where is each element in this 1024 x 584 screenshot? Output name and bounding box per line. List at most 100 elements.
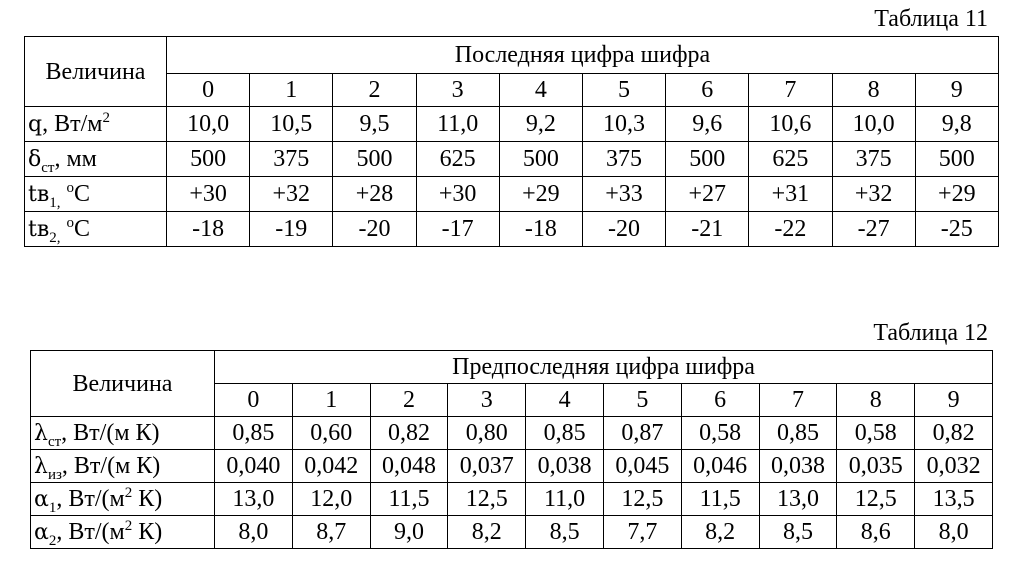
row-unit: , Вт/(м К): [61, 419, 160, 446]
table-11-digit-header: 2: [332, 73, 417, 107]
table-11-cell: +29: [498, 176, 583, 212]
table-11-cell: 375: [831, 141, 916, 177]
row-superscript: 2: [124, 517, 133, 534]
row-symbol: λ: [34, 420, 48, 446]
row-subscript: 2,: [49, 229, 61, 246]
table-11-digit-header: 4: [498, 73, 583, 107]
table-11-cell: +28: [332, 176, 417, 212]
table-12-cell: 0,042: [291, 449, 371, 483]
table-11-row: tв2, oC -18 -19 -20 -17 -18 -20 -21 -22 -27 -25: [24, 211, 999, 247]
table-12-row: α1, Вт/(м2 К) 13,0 12,0 11,5 12,5 11,0 12,5 11,…: [30, 482, 994, 516]
table-12-cell: 9,0: [369, 515, 449, 549]
table-12-cell: 13,5: [914, 482, 994, 516]
table-11-cell: +32: [249, 176, 334, 212]
table-11-cell: -25: [914, 211, 999, 247]
table-12-cell: 0,035: [836, 449, 916, 483]
table-11-cell: -20: [332, 211, 417, 247]
table-11-cell: 375: [581, 141, 667, 177]
row-symbol: α: [34, 519, 49, 545]
table-12-cell: 0,037: [447, 449, 527, 483]
table-11-row: q, Вт/м2 10,0 10,5 9,5 11,0 9,2 10,3 9,6 10,6 10,…: [24, 106, 999, 142]
table-11-row-label: tв1, oC: [24, 176, 167, 212]
table-12-cell: 12,5: [447, 482, 527, 516]
table-11-header: Последняя цифра шифра: [166, 36, 999, 74]
table-11-cell: 9,6: [665, 106, 750, 142]
table-12-cell: 0,60: [291, 416, 371, 450]
table-11-cell: 375: [249, 141, 334, 177]
table-12-row: λиз, Вт/(м К) 0,040 0,042 0,048 0,037 0,038 0,…: [30, 449, 994, 483]
row-unit: , Вт/(м: [56, 518, 125, 545]
table-11-row-label: q, Вт/м2: [24, 106, 167, 142]
table-11-cell: 500: [165, 141, 251, 177]
table-11-caption: Таблица 11: [874, 6, 988, 32]
table-12-digit-header: 7: [758, 383, 838, 417]
row-subscript: из: [47, 466, 62, 483]
table-11-cell: +29: [914, 176, 999, 212]
table-12-digit-header: 3: [447, 383, 527, 417]
table-12-header-row: Величина Предпоследняя цифра шифра: [30, 350, 994, 417]
table-11-digit-header: 0: [165, 73, 251, 107]
table-12-row: λст, Вт/(м К) 0,85 0,60 0,82 0,80 0,85 0,87 0,5…: [30, 416, 994, 450]
row-subscript: 1: [48, 499, 57, 516]
row-superscript: o: [66, 214, 74, 231]
table-12-row-label: α2, Вт/(м2 К): [30, 515, 215, 549]
row-unit-suffix: C: [73, 180, 90, 207]
table-12-digit-header: 9: [914, 383, 994, 417]
table-12-cell: 7,7: [602, 515, 682, 549]
table-11-cell: 11,0: [415, 106, 500, 142]
row-unit: , Вт/(м К): [61, 452, 161, 479]
table-12-cell: 8,2: [447, 515, 527, 549]
table-12-cell: 0,82: [369, 416, 449, 450]
table-11-cell: 625: [415, 141, 500, 177]
table-11-cell: 500: [332, 141, 417, 177]
table-12-digit-header: 4: [525, 383, 604, 417]
row-unit-suffix: C: [73, 215, 90, 242]
table-11-cell: -27: [831, 211, 916, 247]
table-12-header: Предпоследняя цифра шифра: [213, 350, 994, 384]
row-symbol: α: [34, 486, 49, 512]
table-12-cell: 11,0: [525, 482, 604, 516]
table-11-cell: 10,3: [581, 106, 667, 142]
table-11-cell: 10,0: [831, 106, 916, 142]
table-12-cell: 8,6: [836, 515, 916, 549]
table-11-digit-header: 3: [415, 73, 500, 107]
table-11-cell: 625: [748, 141, 833, 177]
table-11-cell: +30: [415, 176, 500, 212]
table-11-cell: +27: [665, 176, 750, 212]
row-subscript: 1,: [49, 194, 61, 211]
table-12-cell: 0,85: [525, 416, 604, 450]
table-11-digit-header: 5: [581, 73, 667, 107]
table-12-cell: 8,0: [214, 515, 293, 549]
table-12-cell: 12,5: [836, 482, 916, 516]
table-11-cell: +32: [831, 176, 916, 212]
row-symbol: λ: [34, 453, 48, 479]
row-symbol: tв: [28, 216, 50, 242]
table-11-header-row: Величина Последняя цифра шифра: [24, 36, 999, 107]
table-12-cell: 8,5: [758, 515, 838, 549]
table-11-cell: -20: [581, 211, 667, 247]
table-12-cell: 0,85: [758, 416, 838, 450]
row-subscript: ст: [41, 159, 55, 176]
row-unit: , Вт/м: [42, 110, 103, 137]
row-superscript: 2: [124, 484, 133, 501]
table-12-digit-header: 6: [680, 383, 760, 417]
table-12-cell: 0,80: [447, 416, 527, 450]
table-12-cell: 12,0: [291, 482, 371, 516]
table-12-digit-header: 1: [291, 383, 371, 417]
table-11-cell: -18: [498, 211, 583, 247]
row-symbol: δ: [28, 146, 42, 172]
table-11-cell: 500: [498, 141, 583, 177]
table-11-row: tв1, oC +30 +32 +28 +30 +29 +33 +27 +31 +32 +29: [24, 176, 999, 212]
row-superscript: 2: [102, 109, 110, 126]
table-11-cell: 9,5: [332, 106, 417, 142]
table-11-cell: -17: [415, 211, 500, 247]
row-symbol: q: [28, 111, 43, 137]
table-11-cell: +33: [581, 176, 667, 212]
table-11-cell: +31: [748, 176, 833, 212]
table-11-cell: -18: [165, 211, 251, 247]
table-11-digit-header: 6: [665, 73, 750, 107]
table-12-row-label: λиз, Вт/(м К): [30, 449, 215, 483]
